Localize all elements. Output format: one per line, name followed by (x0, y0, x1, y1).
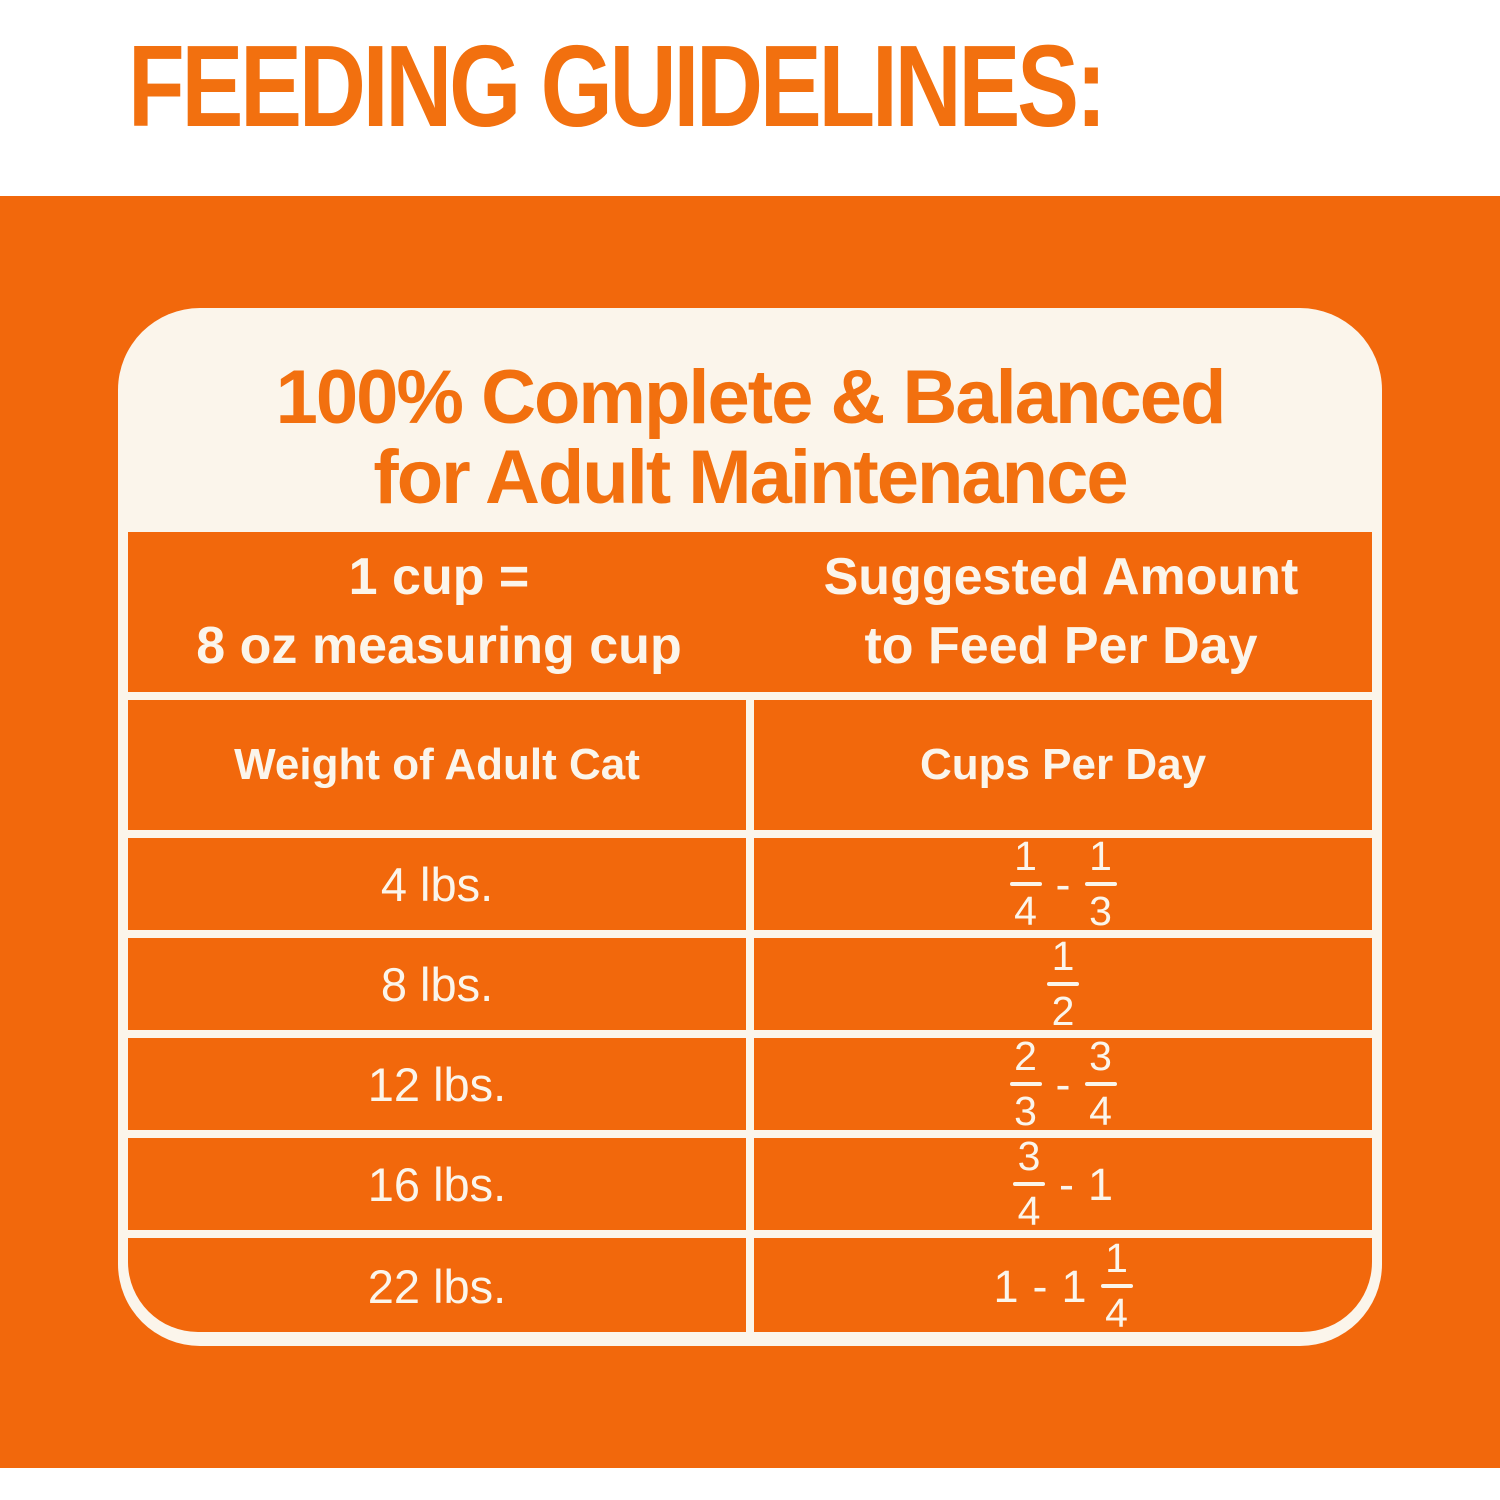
weight-cell-row-3: 16 lbs. (128, 1138, 746, 1230)
feeding-table: 1 cup = 8 oz measuring cup Suggested Amo… (128, 532, 1372, 1332)
fraction-denominator: 3 (1089, 888, 1112, 934)
fraction-numerator: 1 (1089, 833, 1112, 879)
fraction-numerator: 2 (1014, 1033, 1037, 1079)
card-heading: 100% Complete & Balanced for Adult Maint… (118, 358, 1382, 518)
fraction-bar (1012, 1182, 1045, 1186)
unit-header-cup-measure: 1 cup = 8 oz measuring cup (128, 543, 750, 680)
fraction-denominator: 4 (1089, 1088, 1112, 1134)
weight-cell-row-0: 4 lbs. (128, 838, 746, 930)
fraction-denominator: 4 (1105, 1290, 1128, 1333)
unit-header-left-line-1: 1 cup = (348, 548, 530, 607)
fraction-numerator: 1 (1105, 1235, 1128, 1281)
amount-text: - (1055, 1058, 1071, 1110)
unit-header-suggested-amount: Suggested Amount to Feed Per Day (750, 543, 1372, 680)
table-unit-header-row: 1 cup = 8 oz measuring cup Suggested Amo… (128, 532, 1372, 692)
column-header-weight: Weight of Adult Cat (128, 700, 746, 830)
fraction-numerator: 3 (1089, 1033, 1112, 1079)
fraction-bar (1009, 1082, 1042, 1086)
fraction-numerator: 3 (1017, 1133, 1041, 1179)
fraction-bar (1084, 1082, 1117, 1086)
amount-text: 1 (1061, 1260, 1087, 1312)
weight-cell-row-1: 8 lbs. (128, 938, 746, 1030)
weight-cell-row-2: 12 lbs. (128, 1038, 746, 1130)
amount-text: - (1055, 858, 1071, 910)
column-header-cups: Cups Per Day (754, 700, 1372, 830)
fraction-numerator: 1 (1051, 933, 1075, 979)
fraction-numerator: 1 (1014, 833, 1037, 879)
unit-header-right-line-2: to Feed Per Day (864, 617, 1258, 675)
fraction-denominator: 2 (1051, 988, 1075, 1034)
fraction-bar (1047, 982, 1079, 986)
page-title: FEEDING GUIDELINES: (128, 21, 1107, 151)
fraction-denominator: 4 (1014, 888, 1037, 934)
amount-text: - (1058, 1158, 1074, 1210)
fraction-denominator: 4 (1017, 1188, 1041, 1234)
card-heading-line-2: for Adult Maintenance (373, 434, 1128, 520)
card-heading-line-1: 100% Complete & Balanced (275, 355, 1227, 440)
weight-cell-row-4: 22 lbs. (128, 1238, 746, 1332)
guidelines-card: 100% Complete & Balanced for Adult Maint… (118, 308, 1382, 1346)
amount-text: 1 (993, 1260, 1019, 1312)
amount-text: 1 (1087, 1158, 1114, 1210)
fraction-bar (1100, 1284, 1133, 1288)
amount-text: - (1032, 1260, 1048, 1312)
fraction-bar (1084, 882, 1117, 886)
fraction-bar (1009, 882, 1042, 886)
fraction-denominator: 3 (1014, 1088, 1037, 1134)
unit-header-left-line-2: 8 oz measuring cup (196, 617, 682, 675)
unit-header-right-line-1: Suggested Amount (823, 548, 1299, 607)
